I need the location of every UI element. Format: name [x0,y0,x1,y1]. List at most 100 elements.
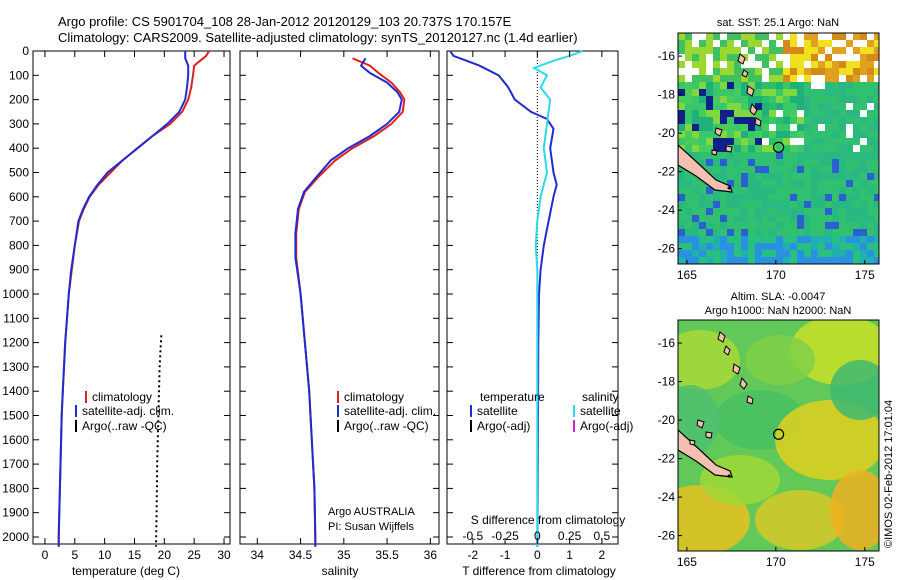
legend-label-t-satellite: satellite [477,404,518,418]
title-line-1: Argo profile: CS 5901704_108 28-Jan-2012… [58,14,512,29]
depth-tick-label: 1000 [2,287,29,301]
map-lat-tick: -24 [658,490,676,504]
depth-tick-label: 900 [9,263,29,277]
legend-label-argo: Argo(..raw -QC) [344,419,429,433]
series-climatology [295,57,406,547]
map-lat-tick: -18 [658,88,676,102]
difference-x-axis: -2 -1 0 1 2 [467,51,606,562]
legend-temperature-heading: temperature [480,390,545,404]
map-lon-tick: 165 [677,268,697,282]
legend-salinity-heading: salinity [582,390,619,404]
series-satellite-salinity [531,50,583,547]
map-lat-tick: -16 [658,336,676,350]
sst-map-axes: 165 170 175 -16 -18 -20 -22 -24 -26 [658,49,875,282]
depth-tick-label: 1700 [2,457,29,471]
map-lat-tick: -24 [658,203,676,217]
x-tick-label: 36 [424,548,438,562]
salinity-legend: climatology satellite-adj. clim. Argo(..… [337,390,436,433]
s-tick-label: -0.5 [462,529,483,543]
title-line-2: Climatology: CARS2009. Satellite-adjuste… [58,30,578,45]
s-tick-label: 0 [534,529,541,543]
annotation-argo-australia: Argo AUSTRALIA [328,506,415,518]
x-tick-label: -2 [467,548,478,562]
series-argo-raw-qc [155,335,163,547]
depth-tick-label: 600 [9,190,29,204]
depth-tick-label: 200 [9,93,29,107]
x-tick-label: 35.5 [375,548,399,562]
sst-float-marker [773,141,785,153]
x-tick-label: 15 [128,548,142,562]
map-lon-tick: 175 [855,555,875,569]
series-climatology [57,50,210,547]
map-lon-tick: 175 [855,268,875,282]
difference-s-axis: -0.5 -0.25 0 0.25 0.5 [462,529,610,543]
s-tick-label: 0.25 [558,529,582,543]
sst-land-islands [678,53,762,193]
x-tick-label: 35 [337,548,351,562]
sla-map-frame [677,319,880,552]
t-difference-label: T difference from climatology [462,564,616,578]
depth-tick-label: 400 [9,141,29,155]
x-tick-label: 5 [71,548,78,562]
s-tick-label: 0.5 [594,529,611,543]
depth-tick-label: 0 [22,44,29,58]
depth-tick-label: 1400 [2,384,29,398]
x-tick-label: 20 [158,548,172,562]
map-lat-tick: -22 [658,165,676,179]
depth-tick-label: 800 [9,238,29,252]
sla-float-marker [773,428,785,440]
series-satellite-adj-clim [57,51,190,547]
x-tick-label: 34 [251,548,265,562]
map-lat-tick: -20 [658,413,676,427]
difference-panel-frame [446,50,619,545]
map-lat-tick: -18 [658,375,676,389]
sla-map-axes: 165 170 175 -16 -18 -20 -22 -24 -26 [658,336,875,569]
depth-axis: 0 100 200 300 400 500 600 700 800 900 1000 1100 1200… [2,44,618,544]
map-lat-tick: -16 [658,49,676,63]
legend-label-argo: Argo(..raw -QC) [82,419,167,433]
map-lon-tick: 165 [677,555,697,569]
depth-tick-label: 700 [9,214,29,228]
map-lat-tick: -22 [658,452,676,466]
imos-credit: ©IMOS 02-Feb-2012 17:01:04 [883,400,895,548]
x-tick-label: 25 [188,548,202,562]
x-tick-label: 0 [534,548,541,562]
depth-tick-label: 1200 [2,336,29,350]
legend-label-s-argo: Argo(-adj) [580,419,633,433]
depth-tick-label: 300 [9,117,29,131]
sla-map-title-2: Argo h1000: NaN h2000: NaN [705,305,852,317]
temperature-legend: climatology satellite-adj. clim. Argo(..… [75,390,174,433]
annotation-pi: PI: Susan Wijffels [328,521,414,533]
depth-tick-label: 1600 [2,433,29,447]
series-satellite-temperature [449,50,558,547]
x-tick-label: 2 [599,548,606,562]
legend-label-climatology: climatology [92,390,152,404]
depth-tick-label: 100 [9,68,29,82]
legend-label-climatology: climatology [344,390,404,404]
x-tick-label: 30 [217,548,231,562]
legend-label-satellite: satellite-adj. clim. [344,404,436,418]
sst-map-title: sat. SST: 25.1 Argo: NaN [717,17,839,29]
legend-label-t-argo: Argo(-adj) [477,419,530,433]
sst-map-frame [677,32,880,265]
map-lat-tick: -20 [658,126,676,140]
difference-legend: temperature satellite Argo(-adj) salinit… [470,390,633,433]
map-lon-tick: 170 [766,555,786,569]
depth-tick-label: 1800 [2,481,29,495]
map-lon-tick: 170 [766,268,786,282]
sla-map-title-1: Altim. SLA: -0.0047 [731,291,826,303]
temperature-panel-frame [32,50,231,545]
x-tick-label: 0 [42,548,49,562]
depth-tick-label: 1900 [2,506,29,520]
temperature-x-label: temperature (deg C) [72,564,180,578]
depth-tick-label: 1500 [2,409,29,423]
series-satellite-adj-clim [294,57,403,547]
depth-tick-label: 500 [9,166,29,180]
x-tick-label: 10 [98,548,112,562]
legend-label-satellite: satellite-adj. clim. [82,404,174,418]
x-tick-label: 1 [566,548,573,562]
legend-label-s-satellite: satellite [580,404,621,418]
s-tick-label: -0.25 [491,529,519,543]
s-difference-label: S difference from climatology [471,513,626,527]
